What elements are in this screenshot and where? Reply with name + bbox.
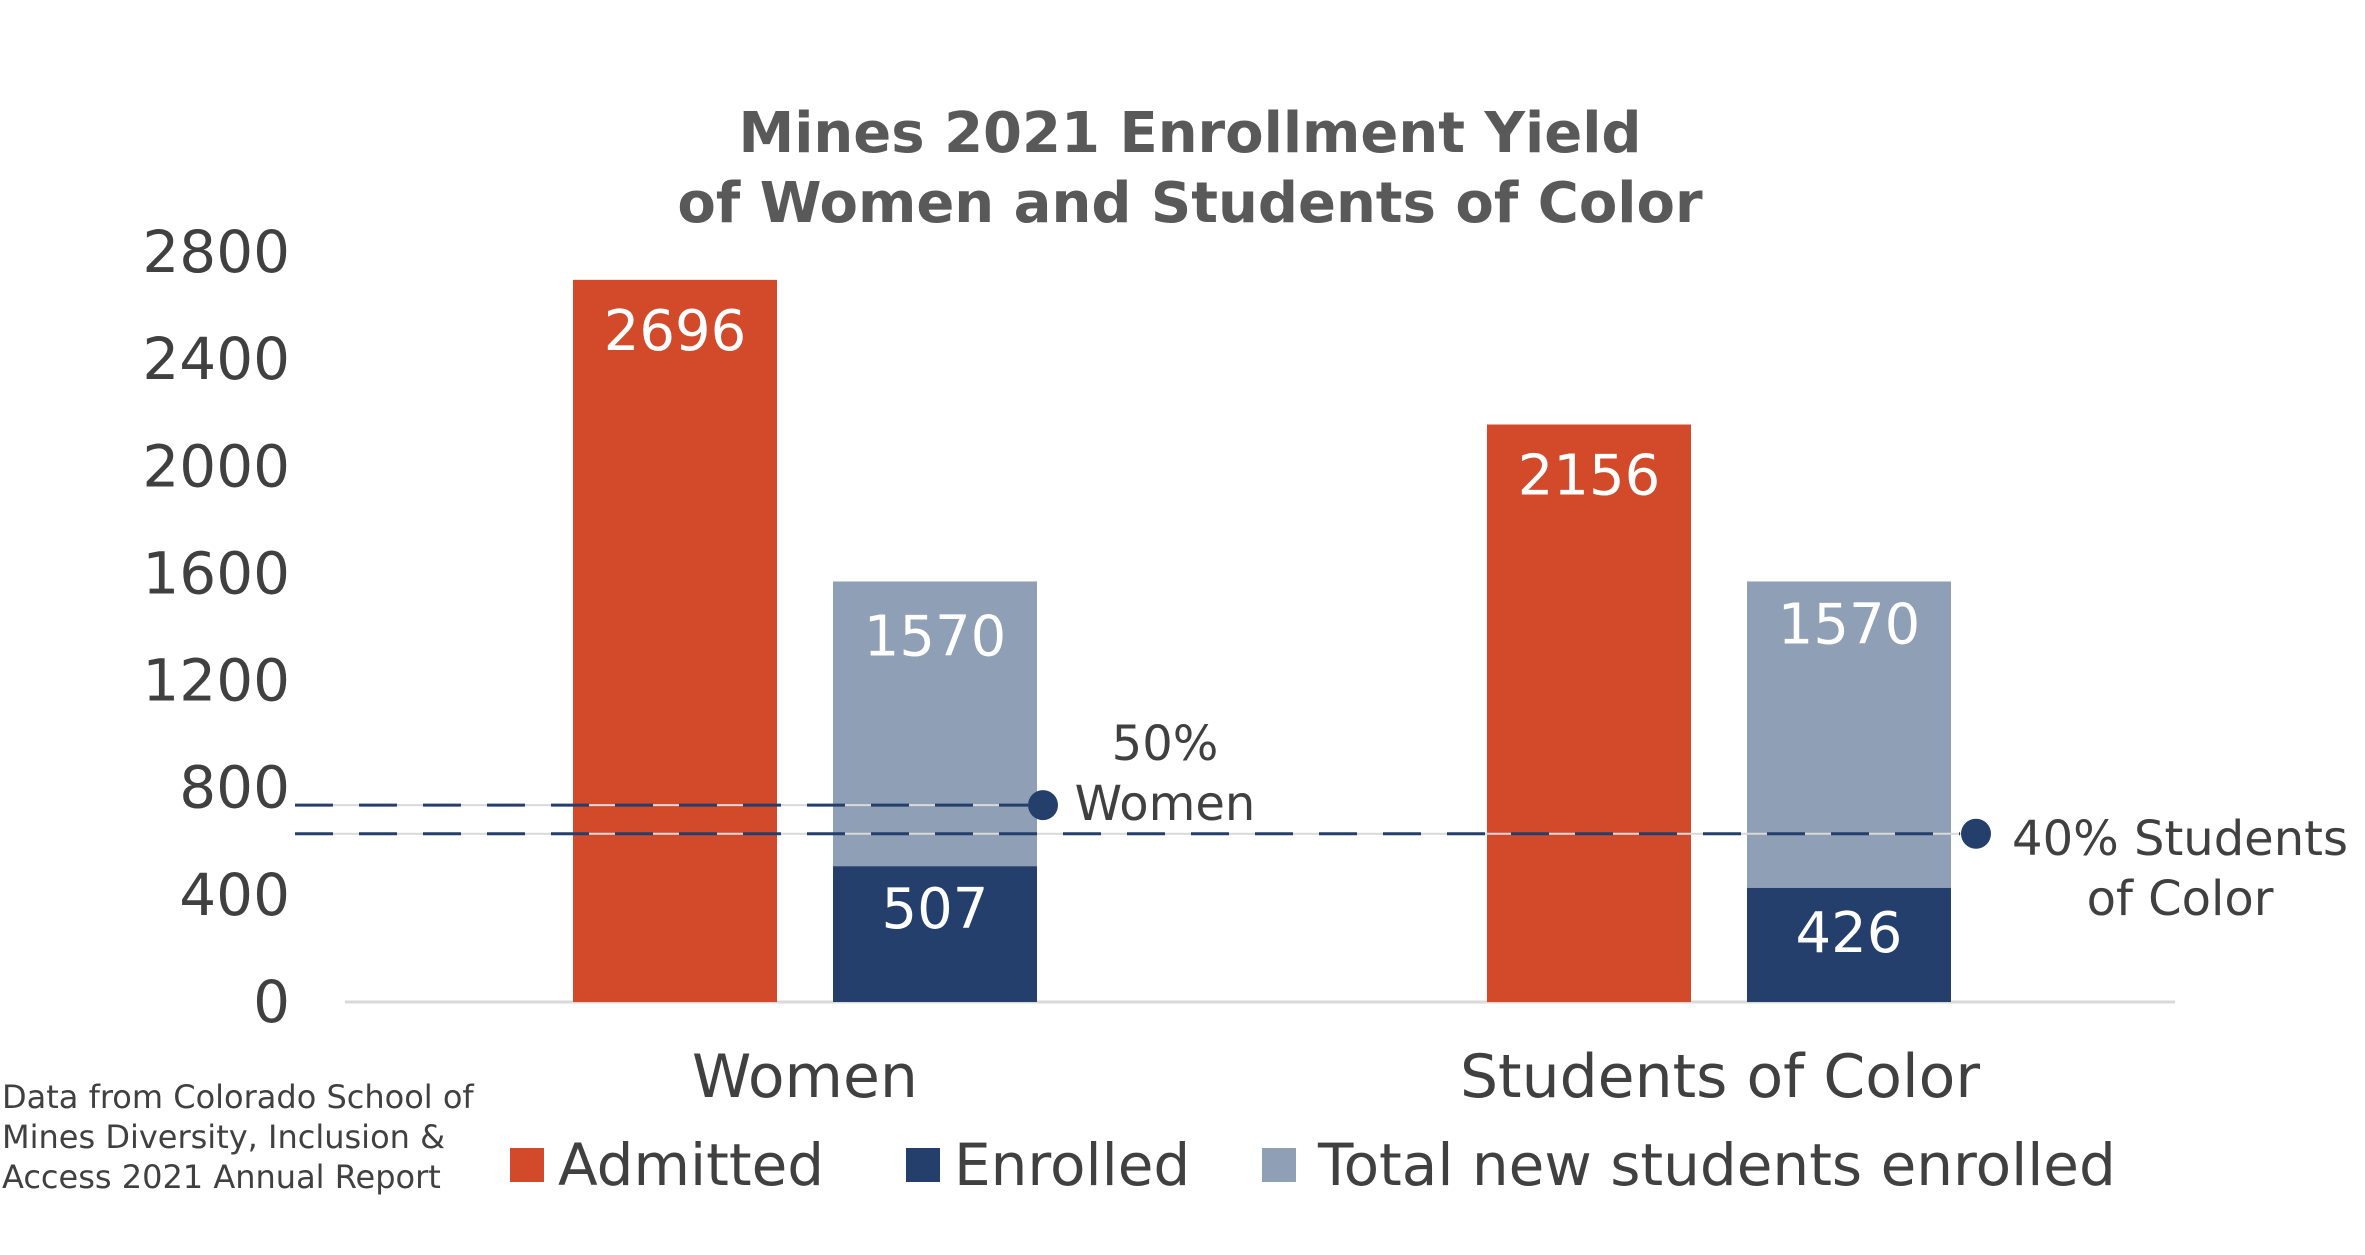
source-note: Data from Colorado School of Mines Diver… xyxy=(2,1078,474,1196)
y-tick-label: 2400 xyxy=(142,325,290,393)
source-note-line: Access 2021 Annual Report xyxy=(2,1158,441,1196)
chart-title-line-1: Mines 2021 Enrollment Yield xyxy=(738,101,1641,166)
source-note-line: Mines Diversity, Inclusion & xyxy=(2,1118,445,1156)
reference-label: Women xyxy=(1075,776,1256,832)
bar-enrolled xyxy=(1747,887,1951,1002)
reference-label: 50% xyxy=(1112,716,1219,772)
y-tick-label: 1200 xyxy=(142,647,290,715)
y-tick-label: 2800 xyxy=(142,218,290,286)
y-tick-label: 1600 xyxy=(142,539,290,607)
bar-admitted xyxy=(573,279,777,1002)
category-label: Women xyxy=(692,1042,918,1112)
category-label: Students of Color xyxy=(1460,1042,1980,1112)
source-note-line: Data from Colorado School of xyxy=(2,1078,474,1116)
data-label-total: 1570 xyxy=(864,604,1007,669)
legend-label: Admitted xyxy=(558,1131,824,1199)
reference-label: 40% Students xyxy=(2012,811,2348,867)
y-tick-label: 800 xyxy=(179,754,290,822)
legend-swatch xyxy=(906,1148,940,1182)
reference-marker xyxy=(1961,818,1991,849)
category-labels: Women Students of Color xyxy=(692,1042,1980,1112)
data-label-admitted: 2156 xyxy=(1518,444,1661,509)
data-label-enrolled: 507 xyxy=(882,877,989,942)
bars: 2696 1570 507 2156 1570 426 xyxy=(573,279,1951,1002)
data-label-total: 1570 xyxy=(1778,592,1921,657)
bar-admitted xyxy=(1487,424,1691,1002)
legend-label: Enrolled xyxy=(954,1131,1190,1199)
reference-label: of Color xyxy=(2087,871,2274,927)
data-label-enrolled: 426 xyxy=(1796,901,1903,966)
legend-label: Total new students enrolled xyxy=(1317,1131,2116,1199)
legend-swatch xyxy=(510,1148,544,1182)
bar-total-new-students xyxy=(1747,581,1951,888)
y-tick-label: 2000 xyxy=(142,432,290,500)
legend-swatch xyxy=(1262,1148,1296,1182)
chart-title-line-2: of Women and Students of Color xyxy=(677,171,1703,236)
y-tick-label: 400 xyxy=(179,861,290,929)
data-label-admitted: 2696 xyxy=(604,299,747,364)
legend: Admitted Enrolled Total new students enrol… xyxy=(510,1131,2116,1199)
chart-title: Mines 2021 Enrollment Yield of Women and… xyxy=(677,101,1703,236)
bar-enrolled xyxy=(833,866,1037,1002)
bar-total-new-students xyxy=(833,581,1037,867)
y-tick-label: 0 xyxy=(253,968,290,1036)
reference-marker xyxy=(1028,790,1058,821)
y-axis: 0 400 800 1200 1600 2000 2400 2800 xyxy=(142,218,290,1036)
